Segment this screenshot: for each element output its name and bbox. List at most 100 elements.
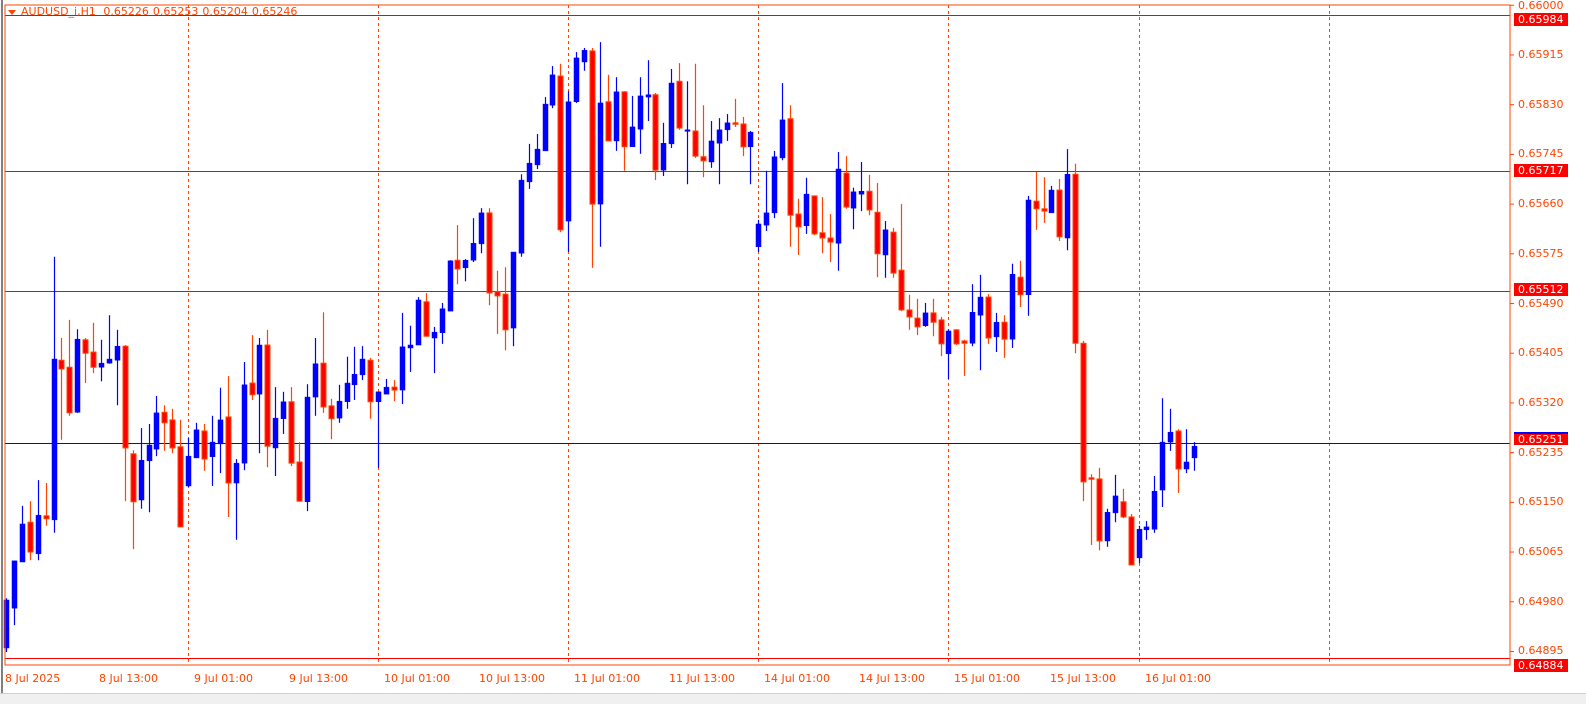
candle-body — [985, 296, 992, 339]
open-value: 0.65226 — [103, 5, 149, 18]
candle-body — [890, 231, 897, 274]
candle-body — [423, 301, 430, 337]
bull-candle — [565, 91, 572, 253]
bull-candle — [35, 480, 42, 561]
y-tick-label: 0.64895 — [1518, 644, 1564, 658]
bull-candle — [153, 395, 160, 457]
bear-candle — [557, 63, 564, 233]
candle-body — [755, 223, 762, 248]
candle-body — [296, 461, 303, 502]
candle-body — [866, 190, 873, 211]
candle-body — [1033, 200, 1040, 210]
bear-candle — [621, 91, 628, 171]
y-tick-label: 0.65915 — [1518, 47, 1564, 61]
candle-body — [549, 74, 556, 106]
bear-candle — [589, 47, 596, 268]
candle-body — [843, 172, 850, 208]
bull-candle — [399, 312, 406, 405]
bull-candle — [1009, 263, 1016, 348]
x-tick-label: 16 Jul 01:00 — [1145, 672, 1211, 685]
candle-body — [177, 446, 184, 528]
bull-candle — [779, 83, 786, 161]
candle-body — [494, 291, 501, 297]
bear-candle — [367, 357, 374, 419]
bull-candle — [241, 361, 248, 471]
horizontal-levels — [5, 15, 1510, 659]
candle-body — [961, 340, 968, 344]
bear-candle — [732, 98, 739, 127]
candle-body — [43, 515, 50, 520]
bear-candle — [58, 338, 65, 440]
candle-body — [288, 401, 295, 464]
bull-candle — [3, 598, 10, 653]
bear-candle — [502, 267, 509, 351]
candle-body — [478, 212, 485, 245]
candle-body — [320, 362, 327, 408]
candle-body — [621, 91, 628, 148]
bull-candle — [217, 387, 224, 474]
candle-body — [3, 599, 10, 649]
bear-candle — [264, 329, 271, 468]
candle-body — [1001, 321, 1008, 340]
candle-body — [906, 309, 913, 318]
bull-candle — [146, 423, 153, 513]
bull-candle — [431, 326, 438, 374]
candle-body — [66, 366, 73, 414]
bull-candle — [724, 114, 731, 141]
candle-body — [35, 514, 42, 555]
bear-candle — [66, 319, 73, 416]
bull-candle — [1104, 508, 1111, 547]
candle-body — [1143, 526, 1150, 531]
candle-body — [526, 162, 533, 183]
bull-candle — [510, 251, 517, 347]
bull-candle — [478, 208, 485, 254]
candle-body — [1151, 490, 1158, 530]
candle-body — [146, 444, 153, 462]
candle-body — [597, 102, 604, 205]
x-tick-label: 14 Jul 01:00 — [764, 672, 830, 685]
bull-candle — [351, 346, 358, 400]
candle-body — [375, 391, 382, 403]
candle-body — [1136, 528, 1143, 559]
candle-body — [486, 212, 493, 294]
candle-body — [922, 312, 929, 326]
candle-body — [716, 129, 723, 144]
bull-candle — [858, 161, 865, 212]
candle-body — [27, 521, 34, 553]
bull-candle — [1025, 195, 1032, 316]
candle-body — [668, 82, 675, 145]
bull-candle — [1112, 474, 1119, 523]
bear-candle — [906, 294, 913, 330]
candle-body — [1104, 512, 1111, 542]
candle-body — [993, 321, 1000, 338]
candle-body — [130, 453, 137, 503]
candle-body — [1183, 461, 1190, 470]
candle-body — [106, 358, 113, 364]
bull-candle — [581, 47, 588, 71]
bottom-scrollbar[interactable] — [0, 693, 1586, 704]
bull-candle — [344, 356, 351, 409]
bull-candle — [1167, 408, 1174, 451]
candle-body — [241, 384, 248, 464]
bear-candle — [423, 292, 430, 337]
bear-candle — [130, 450, 137, 550]
x-tick-label: 10 Jul 01:00 — [384, 672, 450, 685]
candle-body — [652, 94, 659, 171]
bear-candle — [225, 376, 232, 517]
candle-body — [58, 359, 65, 370]
candle-body — [732, 122, 739, 125]
bear-candle — [1096, 467, 1103, 551]
bear-candle — [27, 501, 34, 561]
bull-candle — [1159, 398, 1166, 508]
bear-candle — [938, 316, 945, 357]
candle-body — [153, 412, 160, 450]
x-tick-label: 9 Jul 13:00 — [289, 672, 348, 685]
triangle-down-icon[interactable] — [8, 9, 16, 15]
candle-body — [1088, 477, 1095, 480]
candle-body — [1080, 342, 1087, 483]
x-tick-label: 11 Jul 13:00 — [669, 672, 735, 685]
candle-body — [700, 156, 707, 162]
bear-candle — [692, 63, 699, 158]
level-price-tag: 0.65984 — [1514, 13, 1568, 27]
